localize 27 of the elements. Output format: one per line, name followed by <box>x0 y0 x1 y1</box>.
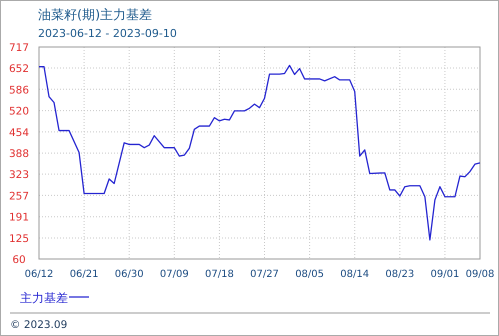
y-tick-label: 388 <box>8 148 30 160</box>
y-tick-label: 717 <box>8 42 30 54</box>
x-tick-label: 06/30 <box>114 269 144 280</box>
x-tick-label: 08/05 <box>295 269 324 280</box>
x-tick-label: 07/09 <box>160 269 189 280</box>
y-tick-label: 125 <box>8 233 30 246</box>
chart-subtitle: 2023-06-12 - 2023-09-10 <box>38 27 177 40</box>
x-tick-label: 08/23 <box>385 269 414 280</box>
legend-label: 主力基差 <box>20 291 68 305</box>
text: © 2023.09 <box>10 319 68 331</box>
chart-title: 油菜籽(期)主力基差 <box>38 7 152 23</box>
y-tick-label: 191 <box>8 212 30 224</box>
x-tick-label: 06/12 <box>24 269 54 280</box>
x-tick-label: 07/18 <box>204 269 234 280</box>
y-tick-label: 652 <box>8 62 30 75</box>
y-tick-label: 520 <box>8 106 30 118</box>
y-tick-label: 454 <box>8 126 30 139</box>
x-tick-label: 07/27 <box>250 269 279 280</box>
x-tick-label: 09/08 <box>466 269 494 280</box>
y-tick-label: 257 <box>8 190 30 202</box>
x-tick-label: 09/01 <box>430 269 460 280</box>
x-tick-label: 08/14 <box>340 269 370 280</box>
y-tick-label: 586 <box>8 84 30 96</box>
y-tick-label: 60 <box>12 254 26 266</box>
y-tick-label: 323 <box>8 169 30 182</box>
x-tick-label: 06/21 <box>70 269 99 280</box>
line-series <box>38 64 481 241</box>
